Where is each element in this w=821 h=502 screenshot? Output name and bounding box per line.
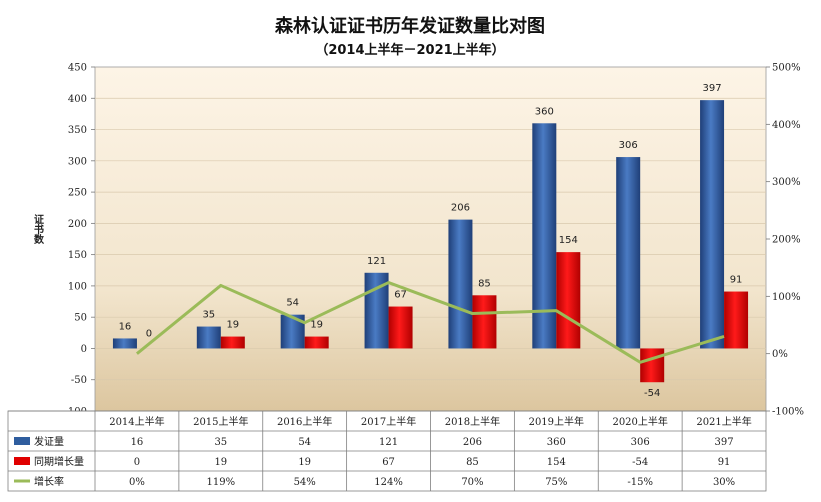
y-tick-label: 350 [68, 125, 87, 136]
table-cell: 0% [129, 477, 145, 488]
bar-label: 91 [730, 275, 743, 286]
y-tick-label: 0 [81, 344, 87, 355]
table-cell: 121 [379, 437, 398, 448]
y2-tick-label: 200% [772, 235, 801, 246]
plot-area [94, 66, 767, 412]
bar-label: 206 [451, 203, 470, 214]
x-tick-label: 2017上半年 [361, 415, 416, 428]
bar-发证量 [532, 123, 557, 349]
bar-同期增长量 [220, 336, 245, 349]
y-tick-label: 450 [68, 63, 87, 74]
y-tick-label: 150 [68, 250, 87, 261]
data-table: 2014上半年 2015上半年 2016上半年 2017上半年 2018上半年 2019上… [7, 410, 767, 492]
y2-tick-label: 300% [772, 177, 801, 188]
table-cell: -54 [632, 457, 648, 468]
bar-同期增长量 [724, 291, 749, 349]
table-cell: 154 [547, 457, 566, 468]
y-tick-label: 300 [68, 156, 87, 167]
table-cell: 0 [134, 457, 140, 468]
bar-label: 19 [226, 320, 239, 331]
bar-发证量 [616, 157, 641, 349]
y-tick-label: 50 [74, 313, 87, 324]
bar-label: 121 [367, 256, 386, 267]
y-tick-label: 250 [68, 188, 87, 199]
x-tick-label: 2019上半年 [529, 415, 584, 428]
table-cell: 206 [463, 437, 482, 448]
legend-swatch [14, 457, 30, 465]
bar-label: 19 [310, 320, 323, 331]
table-cell: 360 [547, 437, 566, 448]
chart-title: 森林认证证书历年发证数量比对图 [275, 15, 545, 37]
x-tick-label: 2015上半年 [193, 415, 248, 428]
bar-label: 16 [119, 321, 132, 332]
table-cell: 30% [713, 477, 735, 488]
bar-发证量 [196, 326, 221, 349]
y2-tick-label: 0% [772, 349, 788, 360]
table-cell: 397 [715, 437, 734, 448]
x-tick-label: 2014上半年 [109, 415, 164, 428]
bar-label: 67 [394, 290, 407, 301]
bar-label: 154 [559, 235, 578, 246]
x-tick-label: 2018上半年 [445, 415, 500, 428]
bars [112, 100, 749, 383]
y2-tick-label: 400% [772, 120, 801, 131]
legend-swatch [14, 437, 30, 445]
y-axis-label: 证书数 [32, 214, 44, 245]
y2-tick-label: 500% [772, 63, 801, 74]
table-cell: 19 [298, 457, 311, 468]
table-cell: 35 [214, 437, 227, 448]
bar-同期增长量 [304, 336, 329, 349]
legend-label: 同期增长量 [34, 455, 84, 468]
bar-label: 35 [202, 310, 215, 321]
legend-label: 增长率 [34, 475, 64, 488]
x-tick-label: 2016上半年 [277, 415, 332, 428]
x-tick-label: 2020上半年 [612, 415, 667, 428]
bar-label: 0 [146, 328, 152, 339]
table-cell: 54% [294, 477, 316, 488]
x-tick-label: 2021上半年 [696, 415, 751, 428]
bar-同期增长量 [388, 306, 413, 349]
legend-label: 发证量 [34, 435, 64, 448]
bar-发证量 [700, 100, 725, 349]
table-cell: 16 [131, 437, 144, 448]
y-tick-label: -50 [71, 375, 87, 386]
table-cell: 119% [207, 477, 236, 488]
table-cell: 124% [374, 477, 403, 488]
table-cell: 85 [466, 457, 479, 468]
bar-同期增长量 [556, 252, 581, 349]
y-tick-label: 400 [68, 94, 87, 105]
table-cell: 75% [545, 477, 567, 488]
bar-data-labels: 16 0 35 19 54 19 121 67 206 85 360 154 306 -54 397 91 [119, 83, 743, 399]
table-cell: 91 [718, 457, 731, 468]
bar-同期增长量 [472, 295, 497, 349]
bar-label: 85 [478, 278, 491, 289]
table-cell: -15% [627, 477, 653, 488]
table-cell: 19 [214, 457, 227, 468]
bar-label: 360 [535, 106, 554, 117]
table-cell: 70% [461, 477, 483, 488]
line-增长率 [135, 281, 725, 364]
bar-label: 54 [286, 298, 299, 309]
table-cell: 54 [298, 437, 311, 448]
growth-rate-line [135, 281, 725, 364]
y2-axis-ticks: 500% 400% 300% 200% 100% 0% -100% [766, 63, 804, 418]
y2-tick-label: -100% [772, 407, 804, 418]
bar-label: 397 [703, 83, 722, 94]
y-tick-label: 200 [68, 219, 87, 230]
bar-发证量 [112, 338, 137, 349]
table-cell: 67 [382, 457, 395, 468]
chart-subtitle: （2014上半年－2021上半年） [315, 42, 504, 58]
y2-tick-label: 100% [772, 292, 801, 303]
bar-同期增长量 [640, 348, 665, 383]
bar-发证量 [448, 219, 473, 349]
y-tick-label: 100 [68, 281, 87, 292]
bar-label: -54 [644, 388, 660, 399]
bar-label: 306 [619, 140, 638, 151]
table-cell: 306 [631, 437, 650, 448]
